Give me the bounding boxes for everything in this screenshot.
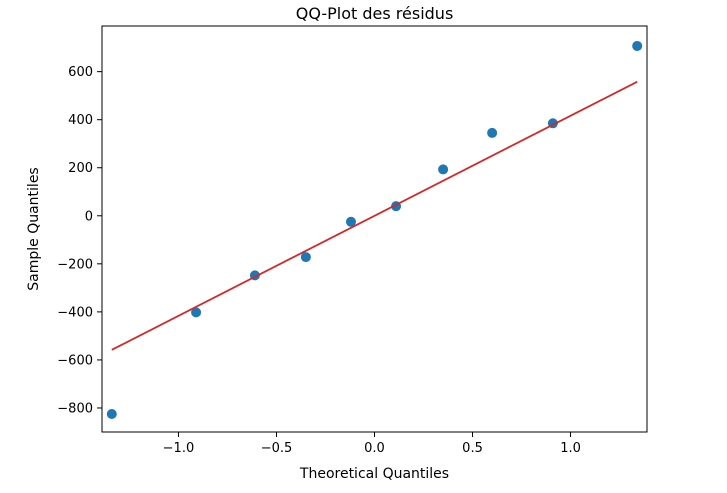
y-tick-label: 0 <box>85 209 93 224</box>
y-tick-label: −600 <box>57 353 93 368</box>
x-axis-ticks: −1.0 −0.5 0.0 0.5 1.0 <box>163 432 581 456</box>
y-tick-label: −400 <box>57 305 93 320</box>
y-tick-label: 600 <box>68 65 93 80</box>
x-tick-label: −1.0 <box>163 441 195 456</box>
data-point <box>191 307 202 318</box>
y-tick-label: −200 <box>57 257 93 272</box>
data-point <box>300 252 311 263</box>
x-tick-label: 0.5 <box>462 441 483 456</box>
data-point <box>487 127 498 138</box>
x-axis-label: Theoretical Quantiles <box>299 466 449 482</box>
plot-frame <box>101 25 648 433</box>
y-tick-label: 400 <box>68 113 93 128</box>
data-point <box>345 216 356 227</box>
chart-title: QQ-Plot des résidus <box>296 4 454 23</box>
data-point <box>106 408 117 419</box>
x-tick-label: 1.0 <box>560 441 581 456</box>
y-tick-label: −800 <box>57 401 93 416</box>
y-tick-label: 200 <box>68 161 93 176</box>
data-point <box>632 40 643 51</box>
data-point <box>438 164 449 175</box>
x-tick-label: −0.5 <box>261 441 293 456</box>
x-tick-label: 0.0 <box>364 441 385 456</box>
plot-area <box>106 40 643 419</box>
y-axis-ticks: −800 −600 −400 −200 0 200 400 600 <box>57 65 102 416</box>
reference-line <box>111 80 638 351</box>
y-axis-label: Sample Quantiles <box>26 167 42 290</box>
